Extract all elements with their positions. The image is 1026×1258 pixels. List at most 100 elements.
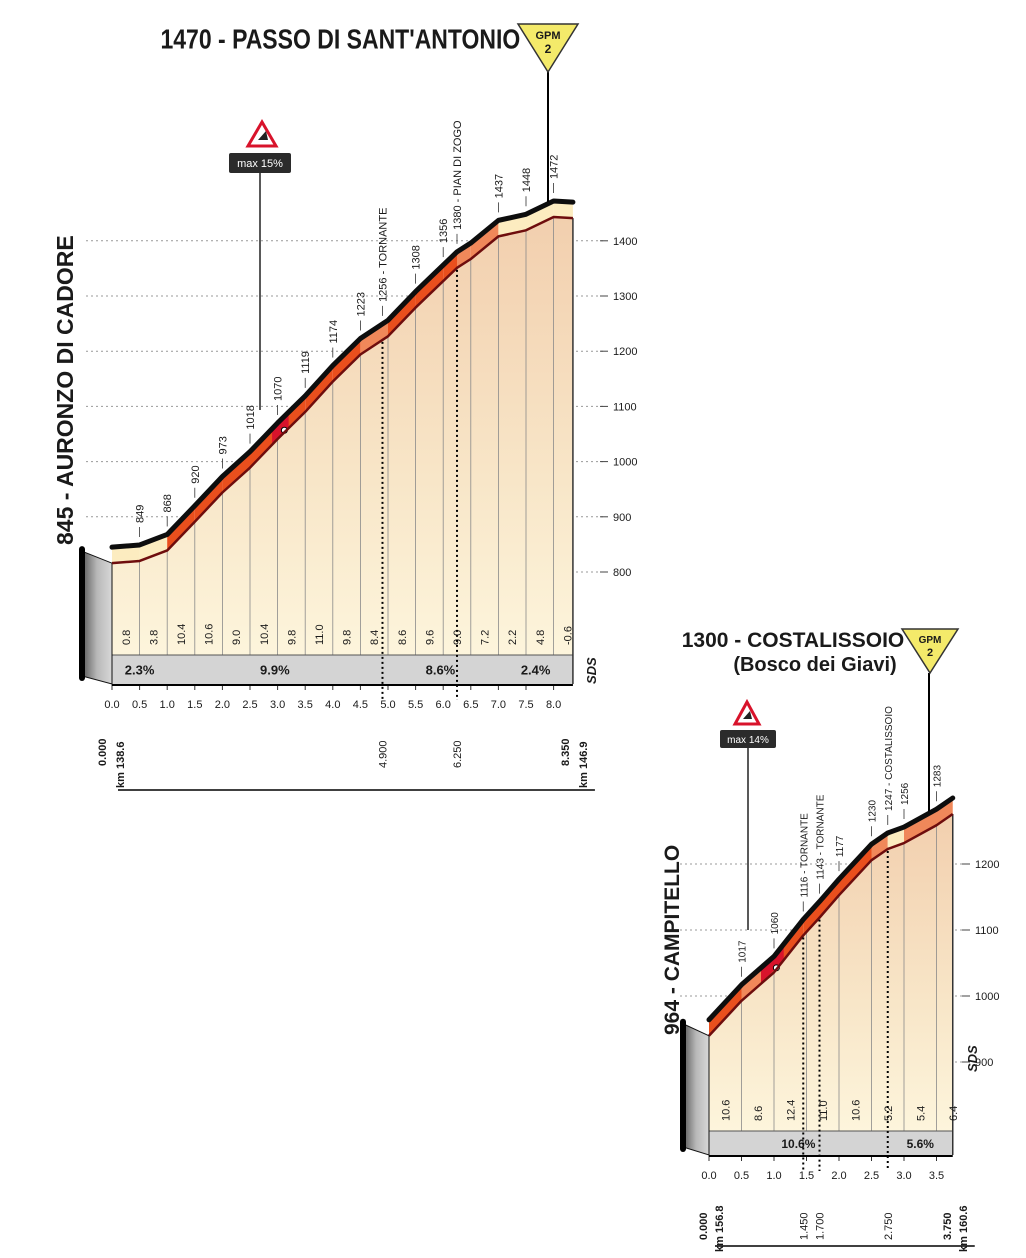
x-tick-label: 2.0 [831,1170,846,1182]
ribbon-segment [803,901,820,936]
segment-gradient: 10.6 [720,1100,732,1121]
y-tick-labels: 900 1000 1100 1200 [962,859,999,1069]
profile-bottom-outline [708,812,954,1037]
section-average: 2.4% [521,663,551,678]
average-band [709,1131,953,1155]
max-gradient-segment [272,412,289,445]
x-tick-labels: 0.0 0.5 1.0 1.5 2.0 2.5 3.0 3.5 4.0 4.5 5.0 5.5 6.0 6… [104,684,573,711]
segment-gradient: 5.2 [883,1106,895,1121]
segment-gradient-labels: 10.6 8.6 12.4 11.0 10.6 5.2 5.4 6.4 [720,1100,960,1121]
y-tick-label: 900 [975,1057,993,1069]
altitude-label: 1448 [521,168,533,192]
distance-marker-label: 1.700 [815,1212,827,1240]
y-tick-label: 1400 [613,236,637,248]
max-gradient-box [229,153,291,173]
x-tick-label: 3.0 [896,1170,911,1182]
y-tick-label: 1000 [975,991,999,1003]
section-average: 2.3% [125,663,155,678]
x-tick-label: 2.0 [215,699,230,711]
profile-fill [709,814,953,1131]
profile-bottom-outline [111,215,573,565]
segment-gradient: 9.0 [452,630,464,645]
ribbon-segment [139,534,168,561]
x-tick-label: 2.5 [242,699,257,711]
gpm-label: GPM [535,30,560,42]
ribbon-segment [871,832,888,861]
ribbon-segment [443,251,457,282]
section-average-labels: 10.6% 5.6% [781,1137,934,1151]
ribbon-segment [112,544,140,564]
altitude-label: 920 [190,465,202,483]
ribbon-segment [305,365,333,412]
segment-gradient: 4.8 [535,630,547,645]
segment-gradient: 9.6 [424,630,436,645]
altitude-label: 1380 - PIAN DI ZOGO [452,120,464,230]
distance-marker-label: 1.450 [798,1212,810,1240]
chart-subtitle: (Bosco dei Giavi) [733,654,896,676]
altitude-label: 849 [135,505,147,523]
profile-top-outline [706,795,956,1023]
altitude-label: 1060 [770,912,781,935]
gradient-ribbon [706,673,956,1037]
distance-marker-label: 2.750 [883,1212,895,1240]
ribbon-segment [194,476,223,522]
start-location-label: 845 - AURONZO DI CADORE [52,235,78,545]
altitude-label: 1247 - COSTALISSOIO [884,706,895,811]
gpm-badge: GPM 2 [900,628,960,675]
x-tick-label: 6.0 [436,699,451,711]
ribbon-segment [332,338,361,382]
altitude-label: 1174 [328,320,340,344]
sds-logo: SDS [584,657,599,684]
segment-gradient: 12.4 [785,1100,797,1121]
x-tick-label: 1.0 [766,1170,781,1182]
altitude-label: 1017 [738,940,749,963]
x-tick-label: 7.5 [518,699,533,711]
start-location-label: 964 - CAMPITELLO [661,845,684,1035]
ribbon-segment [470,220,499,260]
section-average: 9.9% [260,663,290,678]
y-tick-label: 1100 [975,925,999,937]
segment-gradient: -0.6 [562,626,574,645]
altitude-label: 1018 [245,405,257,429]
ribbon-segment [936,798,953,826]
start-distance: 0.000 [698,1212,710,1240]
segment-gradient: 10.4 [259,624,271,645]
x-tick-label: 7.0 [491,699,506,711]
altitude-label: 1119 [300,351,312,374]
max-gradient-callout: max 15% [229,119,291,410]
altitude-label: 1283 [933,765,944,788]
altitude-label: 1230 [868,800,879,823]
y-tick-labels: 800 900 1000 1100 1200 1300 1400 [600,236,637,579]
altitude-label: 1070 [273,376,285,400]
ribbon-segment [457,243,471,268]
ribbon-segment [167,505,195,551]
gpm-triangle [900,628,960,675]
x-tick-label: 3.0 [270,699,285,711]
end-distance: 3.750 [942,1212,954,1240]
altitude-label: 1177 [835,835,846,857]
section-average: 8.6% [426,663,456,678]
end-km: km 160.6 [958,1206,970,1252]
segment-gradient: 10.6 [204,624,216,645]
gpm-label: GPM [919,635,942,646]
segment-gradient: 6.4 [948,1106,960,1121]
y-tick-label: 1300 [613,291,637,303]
altitude-label: 868 [162,494,174,512]
segment-gradient: 9.8 [342,630,354,645]
x-tick-label: 0.0 [701,1170,716,1182]
y-tick-label: 1200 [975,859,999,871]
segment-gradient: 11.0 [818,1100,830,1121]
y-tick-label: 900 [613,512,631,524]
warning-triangle-icon [245,119,279,148]
altitude-labels: 1017 1060 1116 - TORNANTE 1143 - TORNANTE 11… [738,706,944,977]
section-average-labels: 2.3% 9.9% 8.6% 2.4% [125,663,551,678]
segment-gradient: 10.4 [176,624,188,645]
altitude-label: 1116 - TORNANTE [799,813,810,898]
max-gradient-label: max 15% [237,158,283,170]
altitude-label: 1472 [549,155,561,179]
distance-marker-label: 4.900 [377,740,389,768]
altitude-label: 1143 - TORNANTE [816,794,827,879]
section-average: 5.6% [907,1137,935,1151]
chart-title: 1470 - PASSO DI SANT'ANTONIO [160,25,520,55]
profile-top-outline [109,198,576,550]
